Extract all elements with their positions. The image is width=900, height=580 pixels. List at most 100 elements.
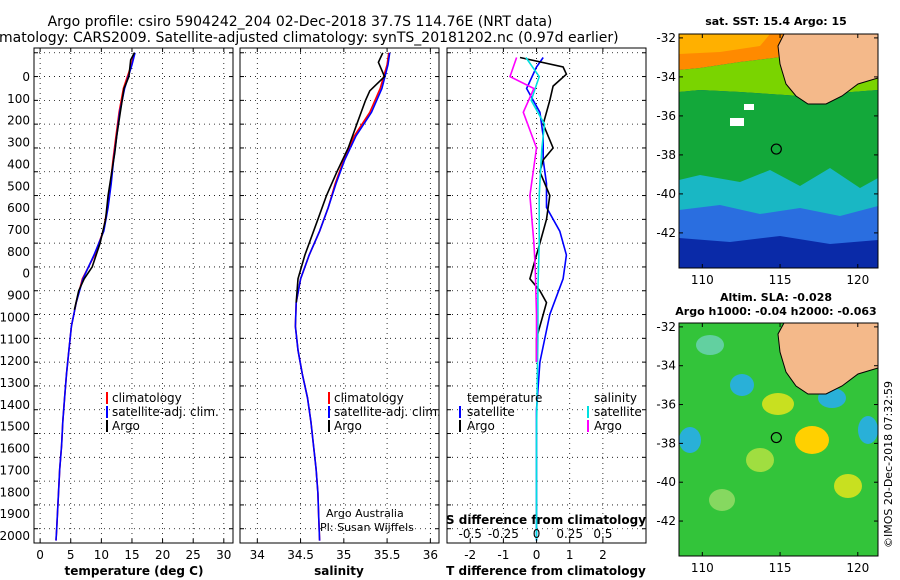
y-tick-label: 900: [7, 289, 30, 303]
y-tick-label: 800: [7, 245, 30, 259]
argo-location-marker: [770, 431, 782, 444]
credit-line2: PI: Susan Wijffels: [320, 521, 414, 534]
map-x-tick-label: 120: [846, 273, 869, 287]
map-y-tick-label: -38: [656, 436, 676, 450]
y-tick-label: 1900: [0, 507, 30, 521]
legend-heading-temperature: temperature: [467, 391, 542, 405]
s-diff-tick-label: 0: [533, 527, 541, 541]
map-frame: [678, 33, 879, 269]
sla-eddy: [730, 374, 754, 396]
map-y-tick-label: -38: [656, 148, 676, 162]
x-tick-label: 15: [124, 548, 139, 562]
y-tick-label: 0: [22, 267, 30, 281]
sla-land-australia: [777, 323, 878, 395]
legend-label-argo: Argo: [334, 419, 362, 433]
difference-legend: temperature salinity satellite Argo sate…: [459, 391, 642, 433]
sla-map-axes: 110 115 120 -32 -34 -36 -38 -40 -42: [656, 320, 879, 575]
imos-stamp: ©IMOS 20-Dec-2018 07:32:59: [882, 381, 895, 548]
y-tick-label: 600: [7, 201, 30, 215]
y-tick-label: 300: [7, 136, 30, 150]
sst-map-title: sat. SST: 15.4 Argo: 15: [705, 15, 847, 28]
x-tick-label: 30: [216, 548, 231, 562]
map-y-tick-label: -34: [656, 359, 676, 373]
figure-title-line1: Argo profile: csiro 5904242_204 02-Dec-2…: [48, 14, 553, 30]
x-tick-label: 34.5: [287, 548, 314, 562]
y-tick-label: 700: [7, 223, 30, 237]
map-x-tick-label: 115: [769, 273, 792, 287]
x-tick-label: 36: [423, 548, 438, 562]
map-y-tick-label: -34: [656, 70, 676, 84]
legend-label-climatology: climatology: [112, 391, 182, 405]
y-tick-label: 0: [22, 70, 30, 84]
sla-map-title-line2: Argo h1000: -0.04 h2000: -0.063: [675, 305, 876, 318]
y-tick-label: 1400: [0, 398, 30, 412]
y-tick-label: 1300: [0, 376, 30, 390]
x-tick-label: -1: [497, 548, 509, 562]
sla-eddy: [858, 416, 878, 444]
series-climatology: [294, 52, 390, 541]
difference-panel: -2 -1 0 1 2 -0.5 -0.25 0 0.25 0.5: [446, 47, 647, 562]
s-diff-tick-label: 0.5: [593, 527, 612, 541]
x-tick-label: 34: [250, 548, 265, 562]
series-satellite-adj-clim-: [294, 52, 391, 541]
sst-map-axes: 110 115 120 -32 -34 -36 -38 -40 -42: [656, 31, 879, 287]
y-tick-label: 1800: [0, 485, 30, 499]
series-argo: [73, 52, 136, 310]
map-y-tick-label: -40: [656, 187, 676, 201]
map-y-tick-label: -42: [656, 226, 676, 240]
map-y-tick-label: -40: [656, 475, 676, 489]
x-tick-label: 5: [67, 548, 75, 562]
legend-label-t-satellite: satellite: [467, 405, 515, 419]
map-y-tick-label: -32: [656, 31, 676, 45]
series-salinity-argo: [509, 57, 538, 363]
x-tick-label: 2: [599, 548, 607, 562]
map-y-tick-label: -32: [656, 320, 676, 334]
sst-cloud-patch: [744, 104, 754, 110]
legend-label-s-argo: Argo: [594, 419, 622, 433]
sst-land-australia: [777, 34, 878, 105]
sla-eddy: [746, 448, 774, 472]
s-diff-tick-label: 0.25: [556, 527, 583, 541]
map-x-tick-label: 120: [846, 561, 869, 575]
sla-eddy: [795, 426, 829, 454]
x-tick-label: 0: [36, 548, 44, 562]
legend-label-t-argo: Argo: [467, 419, 495, 433]
map-x-tick-label: 110: [691, 561, 714, 575]
temperature-xlabel: temperature (deg C): [65, 564, 204, 578]
x-tick-label: 35.5: [374, 548, 401, 562]
map-x-tick-label: 110: [691, 273, 714, 287]
y-tick-label: 1600: [0, 442, 30, 456]
plot-frame: [239, 47, 440, 544]
legend-label-satellite: satellite-adj. clim.: [112, 405, 219, 419]
sla-map: [679, 323, 878, 556]
y-tick-label: 1000: [0, 310, 30, 324]
plot-frame: [33, 47, 234, 544]
map-y-tick-label: -36: [656, 109, 676, 123]
salinity-panel: 34 34.5 35 35.5 36: [239, 47, 440, 562]
sla-eddy: [834, 474, 862, 498]
y-tick-label: 200: [7, 114, 30, 128]
salinity-xlabel: salinity: [314, 564, 364, 578]
sst-map: [679, 34, 878, 268]
series-temperature-argo: [519, 56, 568, 363]
sla-eddy: [696, 335, 724, 355]
plot-frame: [446, 47, 647, 544]
x-tick-label: 10: [94, 548, 109, 562]
y-tick-label: 1500: [0, 420, 30, 434]
sst-blue-band: [679, 205, 878, 244]
series-argo: [295, 52, 386, 303]
y-tick-label: 2000: [0, 529, 30, 543]
sla-eddy: [762, 393, 794, 415]
legend-label-satellite: satellite-adj. clim.: [334, 405, 441, 419]
sst-cloud-patch: [730, 118, 744, 126]
y-tick-label: 100: [7, 92, 30, 106]
x-tick-label: 35: [336, 548, 351, 562]
s-diff-tick-label: -0.5: [459, 527, 482, 541]
legend-label-climatology: climatology: [334, 391, 404, 405]
legend-label-s-satellite: satellite: [594, 405, 642, 419]
map-frame: [678, 322, 879, 557]
credit-line1: Argo Australia: [326, 507, 404, 520]
map-y-tick-label: -42: [656, 514, 676, 528]
sla-eddy: [709, 489, 735, 511]
